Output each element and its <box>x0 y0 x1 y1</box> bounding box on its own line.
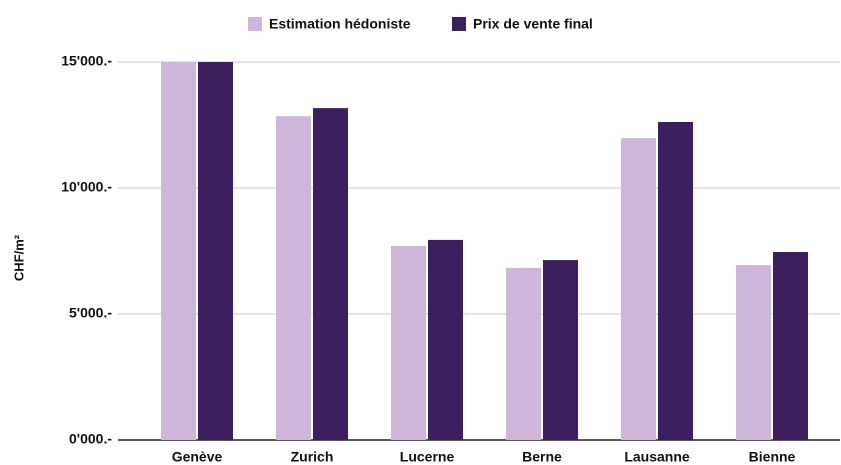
legend-swatch <box>248 17 262 31</box>
x-tick-label: Lucerne <box>400 449 455 465</box>
bar <box>161 62 196 440</box>
y-tick-label: 10'000.- <box>61 179 112 195</box>
y-tick-label: 15'000.- <box>61 53 112 69</box>
bar <box>621 138 656 440</box>
bar <box>428 239 463 440</box>
legend-label: Prix de vente final <box>473 16 593 32</box>
y-tick-label: 5'000.- <box>69 305 112 321</box>
y-tick-label: 0'000.- <box>69 431 112 447</box>
y-axis-label: CHF/m² <box>11 234 26 281</box>
bar <box>276 116 311 441</box>
bar <box>543 260 578 440</box>
bar <box>658 121 693 440</box>
x-tick-label: Berne <box>522 449 562 465</box>
x-tick-label: Zurich <box>291 449 334 465</box>
bar <box>198 62 233 440</box>
x-tick-label: Genève <box>172 449 223 465</box>
bar <box>736 265 771 440</box>
legend-swatch <box>452 17 466 31</box>
bar <box>391 245 426 440</box>
legend-label: Estimation hédoniste <box>269 16 411 32</box>
x-tick-label: Bienne <box>749 449 796 465</box>
bar <box>506 267 541 440</box>
x-tick-label: Lausanne <box>624 449 690 465</box>
bar <box>773 252 808 440</box>
bar <box>313 108 348 440</box>
